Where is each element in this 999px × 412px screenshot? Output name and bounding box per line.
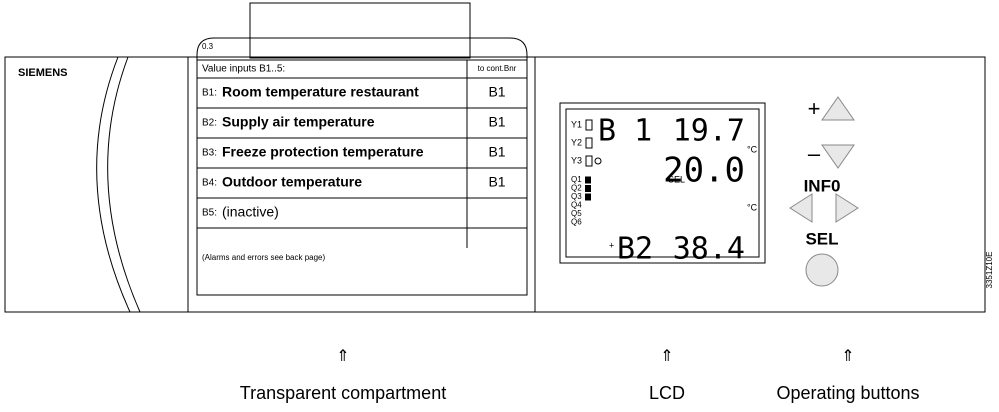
callout-label: LCD [649,383,685,403]
row-label: Freeze protection temperature [222,144,424,160]
row-prefix: B2: [202,118,217,129]
brand: SIEMENS [18,67,68,79]
card [196,37,528,296]
callout-arrow: ⇑ [660,348,673,365]
lcd-setpoint: 20.0 [663,151,745,191]
card-header: Value inputs B1..5: [202,64,285,75]
sel-label: SEL [805,229,838,248]
button-right[interactable] [835,193,859,223]
lcd-bottom-value: 38.4 [673,232,745,267]
callout-label: Operating buttons [776,383,919,403]
plus-label: + [808,96,821,121]
button-sel[interactable] [805,253,839,287]
row-label: Outdoor temperature [222,174,362,190]
lcd-top-input: B 1 [598,114,652,149]
relay-on [585,176,591,184]
lcd-sel: SEL [668,174,685,184]
relay-label: Q6 [571,218,582,227]
card-number: 0.3 [202,42,214,51]
row-label: Supply air temperature [222,114,375,130]
lcd-unit: °C [747,144,758,154]
row-prefix: B5: [202,208,217,219]
lcd-sign: + [609,240,614,250]
row-prefix: B3: [202,148,217,159]
relay-label: Q3 [571,192,582,201]
column-header: to cont.Bnr [478,64,517,73]
output-icon [585,119,593,131]
device-body [4,56,986,313]
curve [96,56,141,313]
lcd-bottom-input: B2 [617,232,653,267]
footnote: (Alarms and errors see back page) [202,253,326,262]
code: 3351Z10E [985,252,994,289]
lcd-top-value: 19.7 [673,114,745,149]
relay-label: Q4 [571,201,582,210]
callout-arrow: ⇑ [336,348,349,365]
output-icon [585,155,593,167]
row-value: B1 [488,114,505,130]
output-label: Y2 [571,137,582,147]
callout-label: Transparent compartment [240,383,446,403]
output-label: Y3 [571,155,582,165]
card-tab [249,2,471,59]
row-prefix: B1: [202,88,217,99]
info-label: INF0 [804,176,841,195]
button-down[interactable] [821,144,855,169]
relay-label: Q5 [571,209,582,218]
row-value: B1 [488,174,505,190]
button-left[interactable] [789,193,813,223]
relay-label: Q2 [571,184,582,193]
relay-label: Q1 [571,175,582,184]
row-value: B1 [488,84,505,100]
button-up[interactable] [821,96,855,121]
row-label: Room temperature restaurant [222,84,419,100]
row-prefix: B4: [202,178,217,189]
sun-icon [594,157,602,165]
row-label: (inactive) [222,204,279,220]
output-label: Y1 [571,119,582,129]
minus-label: – [808,141,821,166]
row-value: B1 [488,144,505,160]
lcd-screen [565,108,760,258]
lcd-unit: °C [747,202,758,212]
callout-arrow: ⇑ [841,348,854,365]
lcd-frame [559,102,766,264]
relay-on [585,193,591,201]
output-icon [585,137,593,149]
relay-on [585,185,591,192]
